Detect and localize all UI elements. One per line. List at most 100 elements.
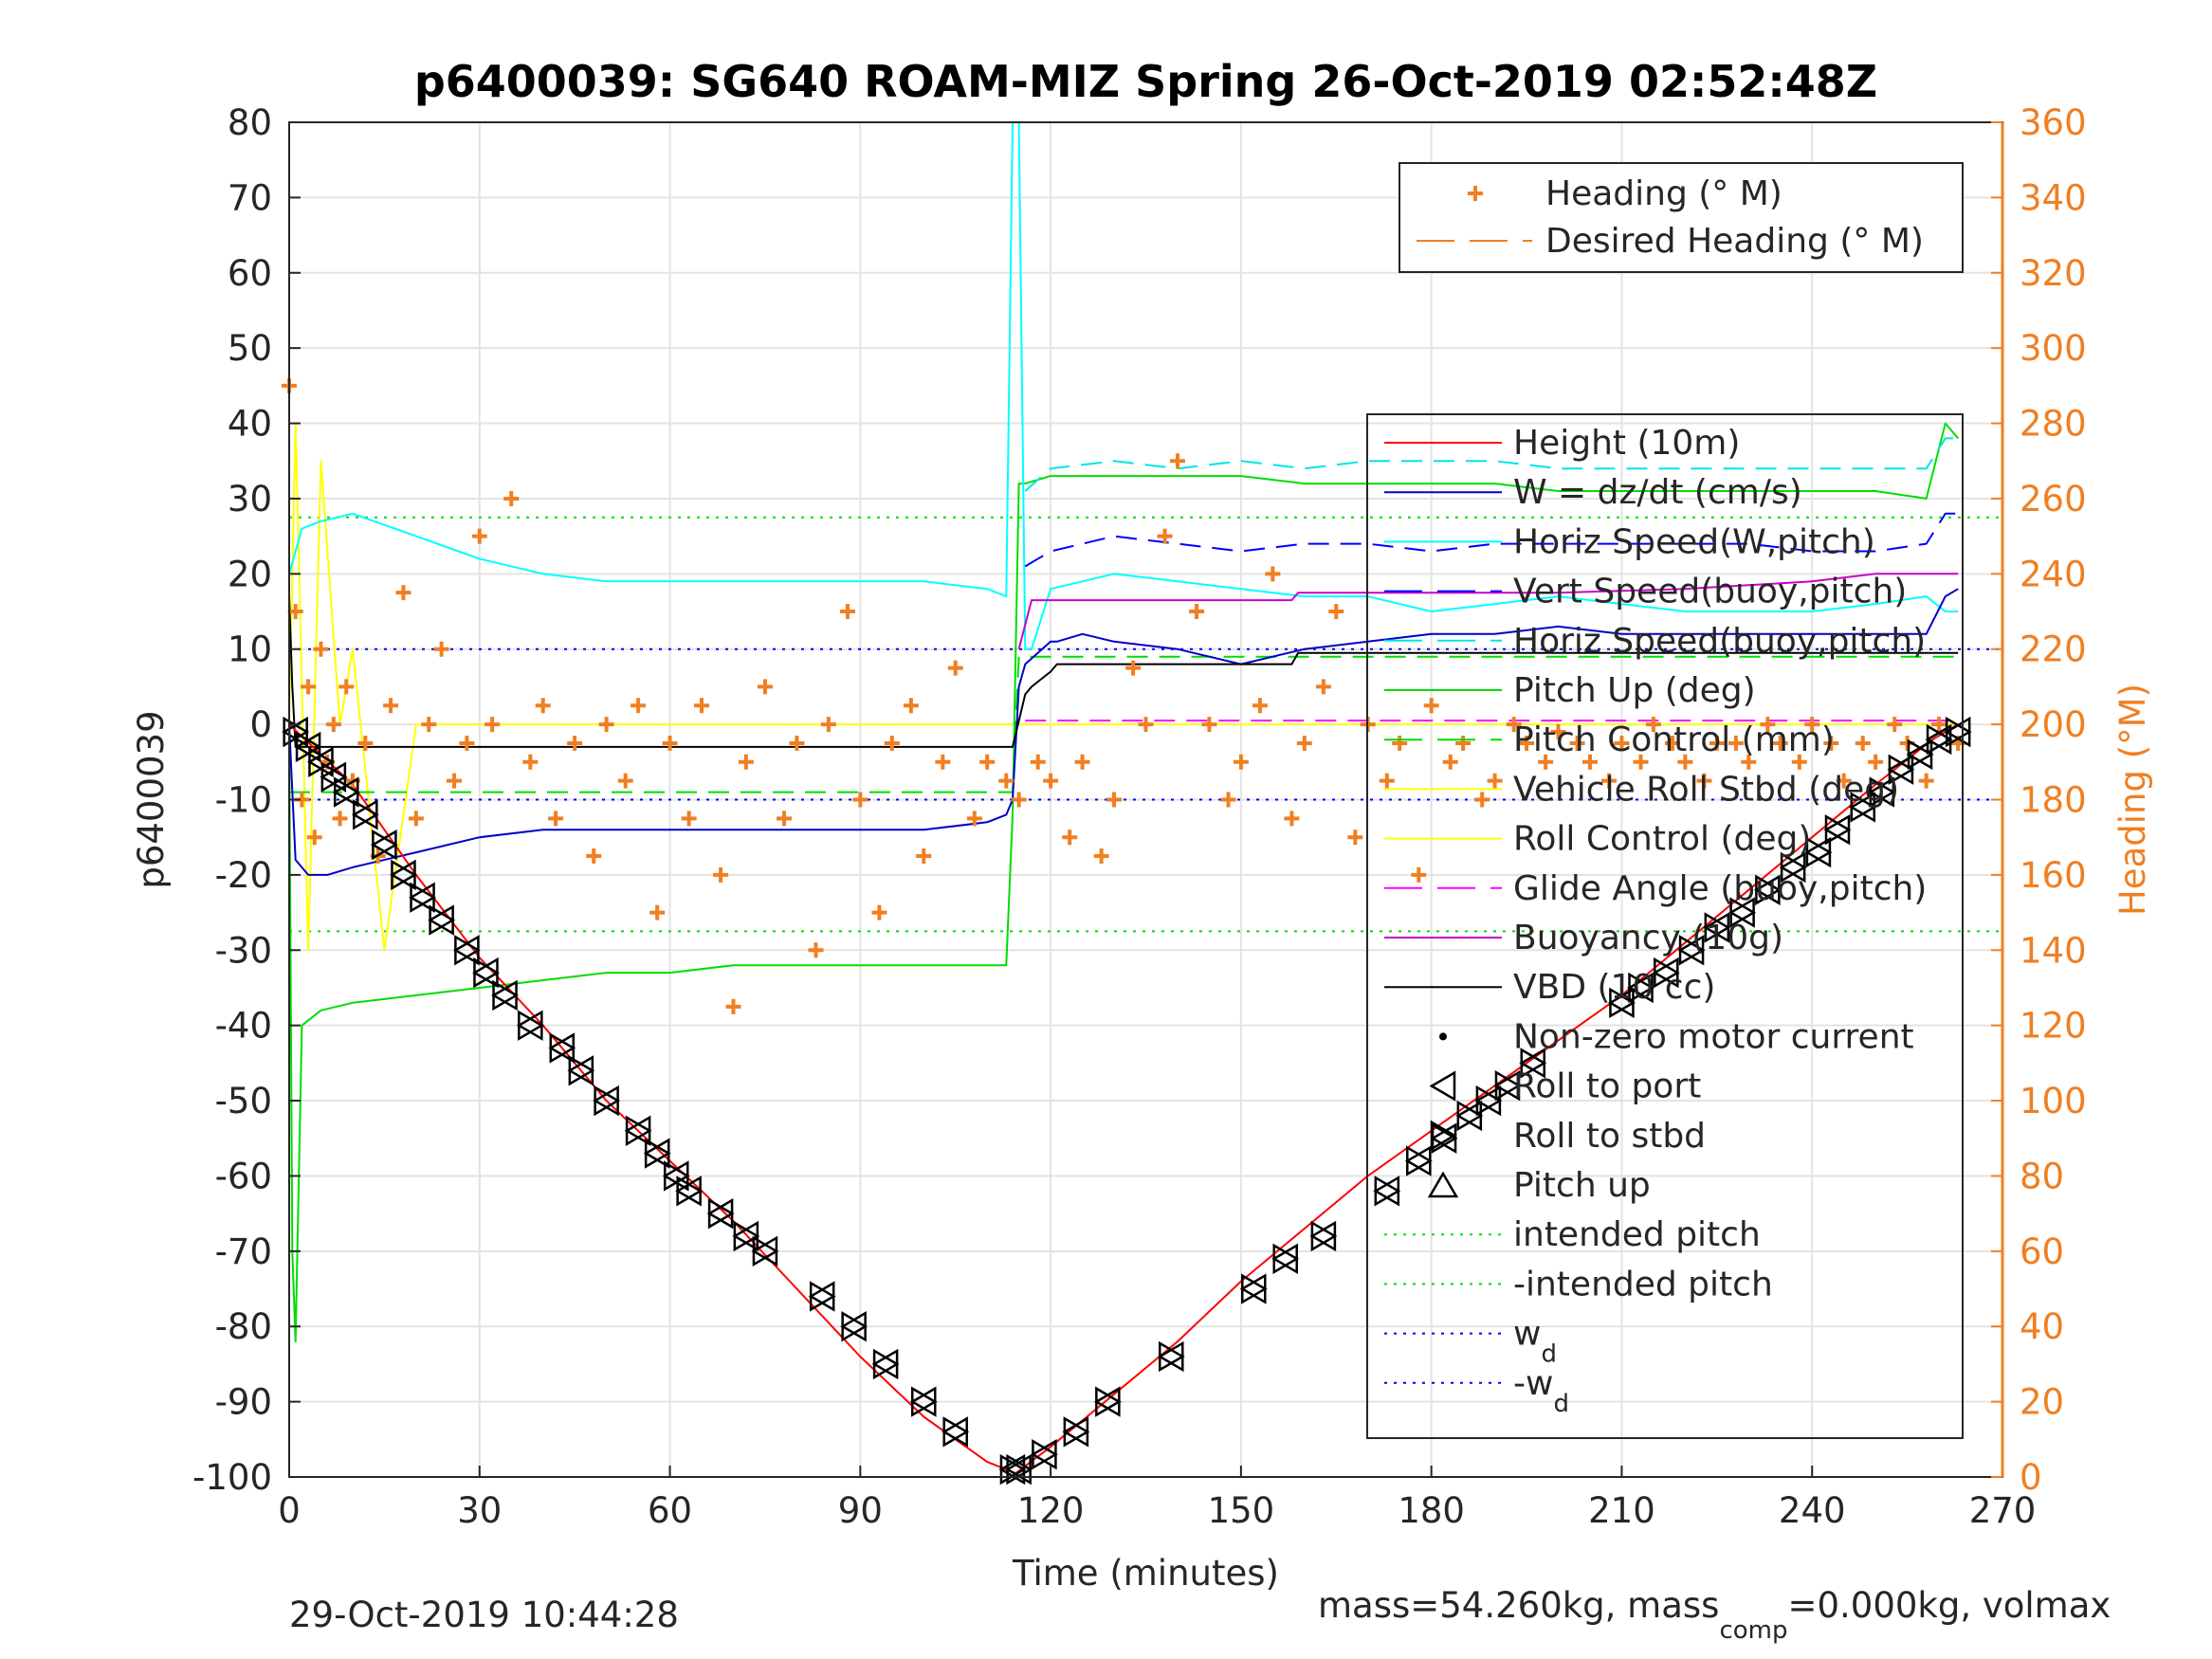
heading-point (839, 604, 855, 620)
legend-label: Pitch Control (mm) (1513, 720, 1835, 759)
heading-point (1062, 830, 1078, 846)
x-tick-label: 60 (648, 1490, 692, 1531)
roll-to-stbd-marker (1755, 874, 1782, 905)
legend-label: Roll to stbd (1513, 1117, 1706, 1156)
heading-point (598, 717, 614, 733)
footer-mass-subscript: comp (1719, 1616, 1787, 1645)
y2-tick-label: 0 (2020, 1457, 2042, 1498)
heading-point (567, 735, 583, 751)
heading-point (1442, 754, 1458, 770)
heading-point (1328, 604, 1344, 620)
heading-point (1423, 698, 1439, 714)
heading-point (332, 811, 348, 827)
heading-point (459, 735, 475, 751)
heading-point (395, 585, 411, 601)
heading-point (713, 866, 729, 883)
chart-title: p6400039: SG640 ROAM-MIZ Spring 26-Oct-2… (414, 56, 1877, 107)
legend-label: Horiz Speed(W,pitch) (1513, 522, 1875, 561)
heading-point (1455, 735, 1472, 751)
y-tick-label: 10 (228, 629, 272, 670)
heading-point (998, 773, 1015, 789)
legend-label: Glide Angle (buoy,pitch) (1513, 869, 1927, 908)
heading-point (1696, 773, 1712, 789)
footer-timestamp: 29-Oct-2019 10:44:28 (289, 1595, 679, 1635)
roll-to-stbd-marker (872, 1348, 900, 1380)
y-tick-label: -80 (215, 1306, 272, 1347)
heading-point (484, 717, 501, 733)
heading-point (789, 735, 805, 751)
legend-label: Pitch up (1513, 1166, 1651, 1205)
roll-to-stbd-marker (1805, 836, 1833, 868)
roll-to-stbd-marker (568, 1055, 595, 1086)
legend-heading-label: Heading (° M) (1545, 174, 1782, 213)
heading-point (694, 698, 710, 714)
heading-point (1836, 773, 1852, 789)
heading-point (1074, 754, 1090, 770)
heading-point (1931, 717, 1947, 733)
heading-point (287, 604, 303, 620)
y-tick-label: -70 (215, 1231, 272, 1272)
roll-to-stbd-marker (1374, 1176, 1401, 1207)
heading-point (325, 717, 341, 733)
y2-tick-label: 220 (2020, 629, 2087, 670)
series-vert-speed-buoy-pitch- (1024, 512, 1959, 568)
legend-heading-box (1398, 162, 1964, 273)
heading-point (1645, 717, 1661, 733)
legend-label: Pitch Up (deg) (1513, 671, 1756, 710)
roll-to-stbd-marker (1456, 1100, 1484, 1132)
y2-tick-label: 60 (2020, 1231, 2064, 1272)
heading-point (681, 811, 697, 827)
roll-to-stbd-marker (1063, 1416, 1090, 1448)
roll-to-stbd-marker (1628, 972, 1655, 1004)
y-tick-label: 80 (228, 102, 272, 143)
y2-tick-label: 20 (2020, 1382, 2064, 1423)
roll-to-stbd-marker (1850, 792, 1877, 823)
heading-point (522, 754, 539, 770)
heading-point (1741, 754, 1757, 770)
y2-tick-label: 100 (2020, 1081, 2087, 1121)
heading-point (649, 904, 666, 921)
roll-to-stbd-marker (676, 1176, 704, 1207)
legend-label: Buoyancy (10g) (1513, 919, 1783, 957)
heading-point (820, 717, 836, 733)
heading-point (1284, 811, 1300, 827)
roll-to-stbd-marker (353, 799, 379, 830)
heading-point (1538, 754, 1554, 770)
heading-point (916, 848, 932, 865)
y2-tick-label: 160 (2020, 855, 2087, 896)
legend-swatch (1430, 1120, 1457, 1151)
y2-tick-label: 320 (2020, 253, 2087, 294)
roll-to-stbd-marker (733, 1220, 760, 1252)
reference-lines (289, 516, 2002, 933)
heading-point (1823, 735, 1839, 751)
roll-to-stbd-marker (1654, 957, 1680, 989)
heading-point (1157, 528, 1173, 544)
footer-mass-part1: mass=54.260kg, mass (1318, 1585, 1719, 1626)
y2-tick-label: 280 (2020, 404, 2087, 445)
series-w-dz-dt-cm-s- (288, 588, 1959, 876)
heading-point (617, 773, 633, 789)
heading-point (1760, 717, 1776, 733)
x-tick-label: 30 (457, 1490, 502, 1531)
legend-label: intended pitch (1513, 1215, 1761, 1254)
roll-to-stbd-marker (1310, 1220, 1338, 1252)
heading-point (1550, 724, 1566, 740)
heading-point (966, 811, 982, 827)
heading-point (1633, 754, 1649, 770)
legend-label: Horiz Speed(buoy,pitch) (1513, 622, 1926, 661)
heading-point (1169, 453, 1185, 469)
y-tick-label: 40 (228, 404, 272, 445)
y2-tick-label: 300 (2020, 328, 2087, 369)
heading-point (903, 698, 919, 714)
heading-point (306, 830, 322, 846)
heading-point (1868, 754, 1884, 770)
roll-to-stbd-marker (1780, 851, 1807, 884)
heading-point (548, 811, 564, 827)
y-axis-label-right: Heading (°M) (2112, 684, 2153, 916)
heading-point (1855, 735, 1871, 751)
y-tick-label: -50 (215, 1081, 272, 1121)
axis-ticks: 0 30 60 90 120 150 180 210 240 270-100-90-80-70-6… (192, 102, 2087, 1531)
y-tick-label: -40 (215, 1006, 272, 1047)
y-tick-label: -10 (215, 780, 272, 821)
